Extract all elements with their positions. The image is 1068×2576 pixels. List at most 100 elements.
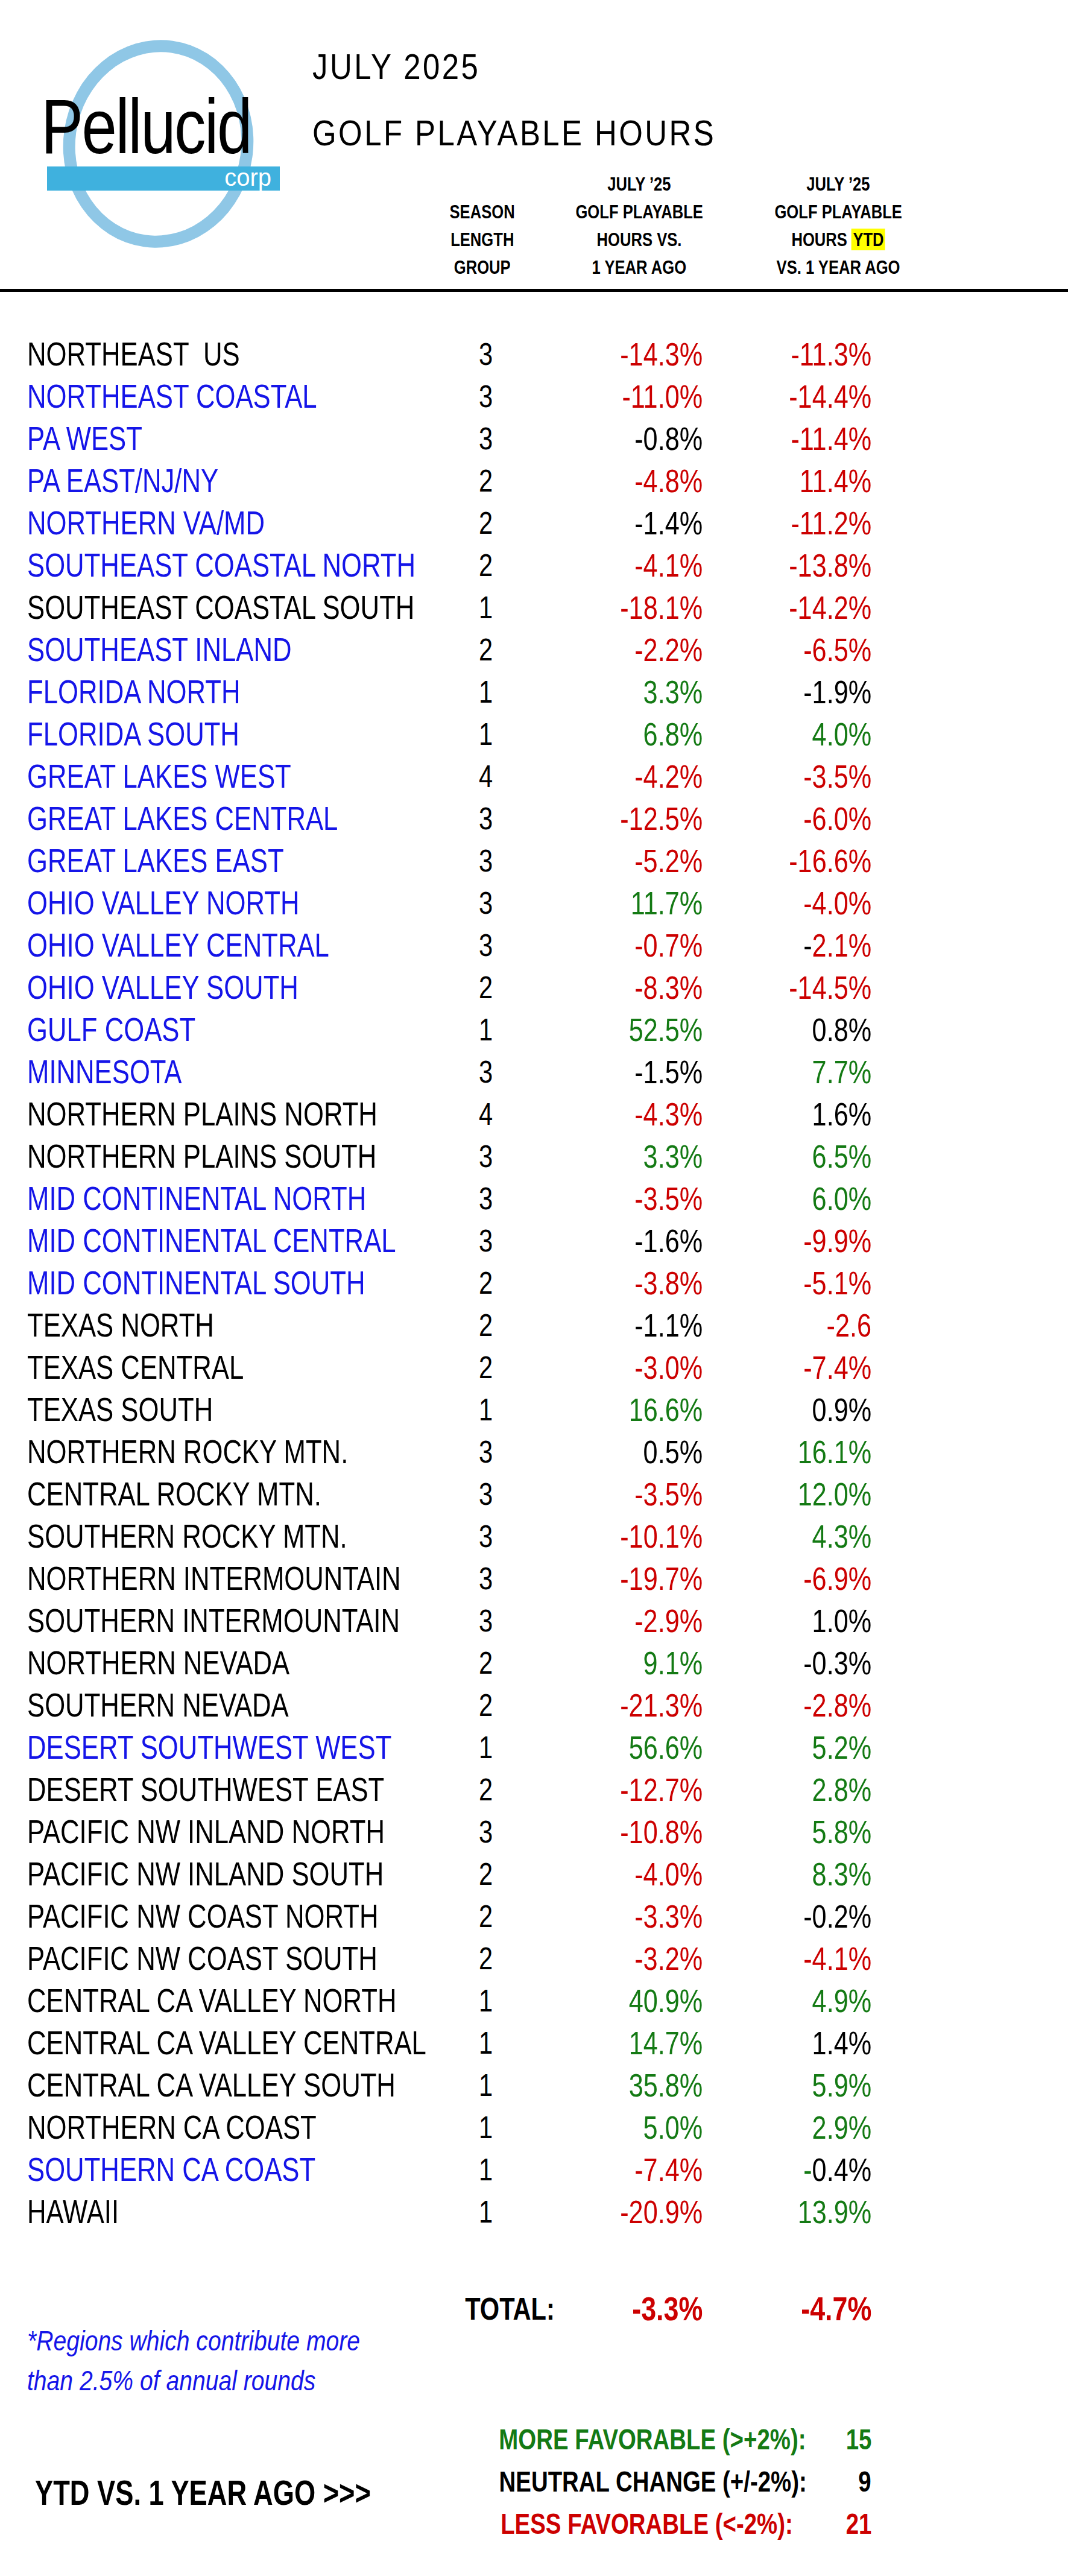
table-row: TEXAS NORTH2-1.1%-2.6 bbox=[0, 1304, 1068, 1346]
table-row: SOUTHEAST COASTAL NORTH2-4.1%-13.8% bbox=[0, 544, 1068, 586]
month-vs-1yr-value: 56.6% bbox=[561, 1726, 703, 1768]
table-row: HAWAII1-20.9%13.9% bbox=[0, 2191, 1068, 2233]
ytd-vs-1yr-value: -16.6% bbox=[730, 840, 871, 882]
table-row: CENTRAL CA VALLEY CENTRAL114.7%1.4% bbox=[0, 2022, 1068, 2064]
ytd-vs-1yr-value: 5.2% bbox=[730, 1726, 871, 1768]
column-header-line: SEASON bbox=[416, 198, 549, 226]
column-header-line: VS. 1 YEAR AGO bbox=[748, 253, 929, 281]
ytd-vs-1yr-value: 0.9% bbox=[730, 1388, 871, 1431]
footnote: *Regions which contribute more than 2.5%… bbox=[27, 2321, 510, 2400]
table-row: PACIFIC NW COAST NORTH2-3.3%-0.2% bbox=[0, 1895, 1068, 1937]
region-name: NORTHERN PLAINS NORTH bbox=[27, 1093, 449, 1135]
season-length-group: 3 bbox=[464, 924, 507, 966]
table-row: NORTHERN VA/MD2-1.4%-11.2% bbox=[0, 502, 1068, 544]
month-vs-1yr-value: -19.7% bbox=[561, 1557, 703, 1600]
month-vs-1yr-value: 35.8% bbox=[561, 2064, 703, 2106]
month-vs-1yr-value: 9.1% bbox=[561, 1642, 703, 1684]
season-length-group: 3 bbox=[464, 375, 507, 417]
table-row: GREAT LAKES CENTRAL3-12.5%-6.0% bbox=[0, 797, 1068, 840]
table-row: OHIO VALLEY NORTH311.7%-4.0% bbox=[0, 882, 1068, 924]
ytd-vs-1yr-value: -13.8% bbox=[730, 544, 871, 586]
region-name: DESERT SOUTHWEST EAST bbox=[27, 1768, 449, 1811]
table-row: OHIO VALLEY CENTRAL3-0.7%-2.1% bbox=[0, 924, 1068, 966]
table-row: NORTHERN PLAINS NORTH4-4.3%1.6% bbox=[0, 1093, 1068, 1135]
season-length-group: 3 bbox=[464, 1557, 507, 1600]
month-vs-1yr-value: 5.0% bbox=[561, 2106, 703, 2148]
season-length-group: 1 bbox=[464, 1979, 507, 2022]
region-name: GREAT LAKES WEST bbox=[27, 755, 449, 797]
region-name: NORTHERN ROCKY MTN. bbox=[27, 1431, 449, 1473]
ytd-vs-1yr-value: -1.9% bbox=[730, 671, 871, 713]
table-row: GREAT LAKES WEST4-4.2%-3.5% bbox=[0, 755, 1068, 797]
total-ytd-value-text: -4.7% bbox=[801, 2285, 871, 2333]
month-vs-1yr-value: 3.3% bbox=[561, 1135, 703, 1177]
table-row: MID CONTINENTAL SOUTH2-3.8%-5.1% bbox=[0, 1262, 1068, 1304]
ytd-vs-1yr-value: -4.1% bbox=[730, 1937, 871, 1979]
total-month-value-text: -3.3% bbox=[632, 2285, 703, 2333]
legend-item-label: NEUTRAL CHANGE (+/-2%): bbox=[422, 2462, 793, 2502]
ytd-vs-1yr-value: 13.9% bbox=[730, 2191, 871, 2233]
legend-item-label: LESS FAVORABLE (<-2%): bbox=[422, 2504, 793, 2544]
table-row: GULF COAST152.5%0.8% bbox=[0, 1008, 1068, 1051]
season-length-group: 3 bbox=[464, 417, 507, 460]
ytd-vs-1yr-value: 16.1% bbox=[730, 1431, 871, 1473]
month-vs-1yr-value: 11.7% bbox=[561, 882, 703, 924]
month-vs-1yr-value: -2.2% bbox=[561, 628, 703, 671]
table-row: PACIFIC NW INLAND NORTH3-10.8%5.8% bbox=[0, 1811, 1068, 1853]
region-name: TEXAS NORTH bbox=[27, 1304, 449, 1346]
table-row: SOUTHERN NEVADA2-21.3%-2.8% bbox=[0, 1684, 1068, 1726]
season-length-group: 1 bbox=[464, 2022, 507, 2064]
season-length-group: 2 bbox=[464, 502, 507, 544]
ytd-vs-1yr-value: 11.4% bbox=[730, 460, 871, 502]
region-name: OHIO VALLEY CENTRAL bbox=[27, 924, 449, 966]
region-name: PACIFIC NW COAST SOUTH bbox=[27, 1937, 449, 1979]
month-vs-1yr-value: -5.2% bbox=[561, 840, 703, 882]
table-row: NORTHERN NEVADA29.1%-0.3% bbox=[0, 1642, 1068, 1684]
column-header-month-vs-1yr: JULY ’25GOLF PLAYABLEHOURS VS.1 YEAR AGO bbox=[558, 170, 721, 281]
table-row: DESERT SOUTHWEST WEST156.6%5.2% bbox=[0, 1726, 1068, 1768]
region-name: HAWAII bbox=[27, 2191, 449, 2233]
footnote-line-2: than 2.5% of annual rounds bbox=[27, 2361, 510, 2400]
season-length-group: 4 bbox=[464, 755, 507, 797]
ytd-vs-1yr-value: -6.9% bbox=[730, 1557, 871, 1600]
ytd-vs-1yr-value: 5.8% bbox=[730, 1811, 871, 1853]
season-length-group: 2 bbox=[464, 1304, 507, 1346]
ytd-vs-1yr-value: -14.2% bbox=[730, 586, 871, 628]
region-name: CENTRAL ROCKY MTN. bbox=[27, 1473, 449, 1515]
region-name: NORTHERN NEVADA bbox=[27, 1642, 449, 1684]
month-vs-1yr-value: -3.2% bbox=[561, 1937, 703, 1979]
month-vs-1yr-value: -4.0% bbox=[561, 1853, 703, 1895]
season-length-group: 1 bbox=[464, 2106, 507, 2148]
ytd-vs-1yr-value: -11.3% bbox=[730, 333, 871, 375]
season-length-group: 3 bbox=[464, 1220, 507, 1262]
month-vs-1yr-value: -18.1% bbox=[561, 586, 703, 628]
month-vs-1yr-value: 0.5% bbox=[561, 1431, 703, 1473]
column-header-line: HOURS VS. bbox=[558, 226, 721, 253]
column-header-line: 1 YEAR AGO bbox=[558, 253, 721, 281]
month-vs-1yr-value: -10.8% bbox=[561, 1811, 703, 1853]
region-name: PACIFIC NW COAST NORTH bbox=[27, 1895, 449, 1937]
season-length-group: 2 bbox=[464, 1937, 507, 1979]
season-length-group: 2 bbox=[464, 1346, 507, 1388]
month-vs-1yr-value: -4.3% bbox=[561, 1093, 703, 1135]
table-row: GREAT LAKES EAST3-5.2%-16.6% bbox=[0, 840, 1068, 882]
region-name: NORTHERN PLAINS SOUTH bbox=[27, 1135, 449, 1177]
ytd-vs-1yr-value: -7.4% bbox=[730, 1346, 871, 1388]
table-row: PA WEST3-0.8%-11.4% bbox=[0, 417, 1068, 460]
column-header-line: JULY ’25 bbox=[558, 170, 721, 198]
month-vs-1yr-value: -3.0% bbox=[561, 1346, 703, 1388]
month-vs-1yr-value: -0.8% bbox=[561, 417, 703, 460]
month-vs-1yr-value: 40.9% bbox=[561, 1979, 703, 2022]
region-name: NORTHERN INTERMOUNTAIN bbox=[27, 1557, 449, 1600]
season-length-group: 2 bbox=[464, 966, 507, 1008]
ytd-vs-1yr-value: 8.3% bbox=[730, 1853, 871, 1895]
table-rows: NORTHEAST US3-14.3%-11.3%NORTHEAST COAST… bbox=[0, 333, 1068, 2233]
month-vs-1yr-value: -8.3% bbox=[561, 966, 703, 1008]
season-length-group: 1 bbox=[464, 586, 507, 628]
season-length-group: 3 bbox=[464, 840, 507, 882]
value-text: 2.1% bbox=[812, 927, 871, 963]
season-length-group: 2 bbox=[464, 1262, 507, 1304]
season-length-group: 2 bbox=[464, 544, 507, 586]
month-vs-1yr-value: -11.0% bbox=[561, 375, 703, 417]
legend-item-count: 15 bbox=[805, 2420, 871, 2460]
